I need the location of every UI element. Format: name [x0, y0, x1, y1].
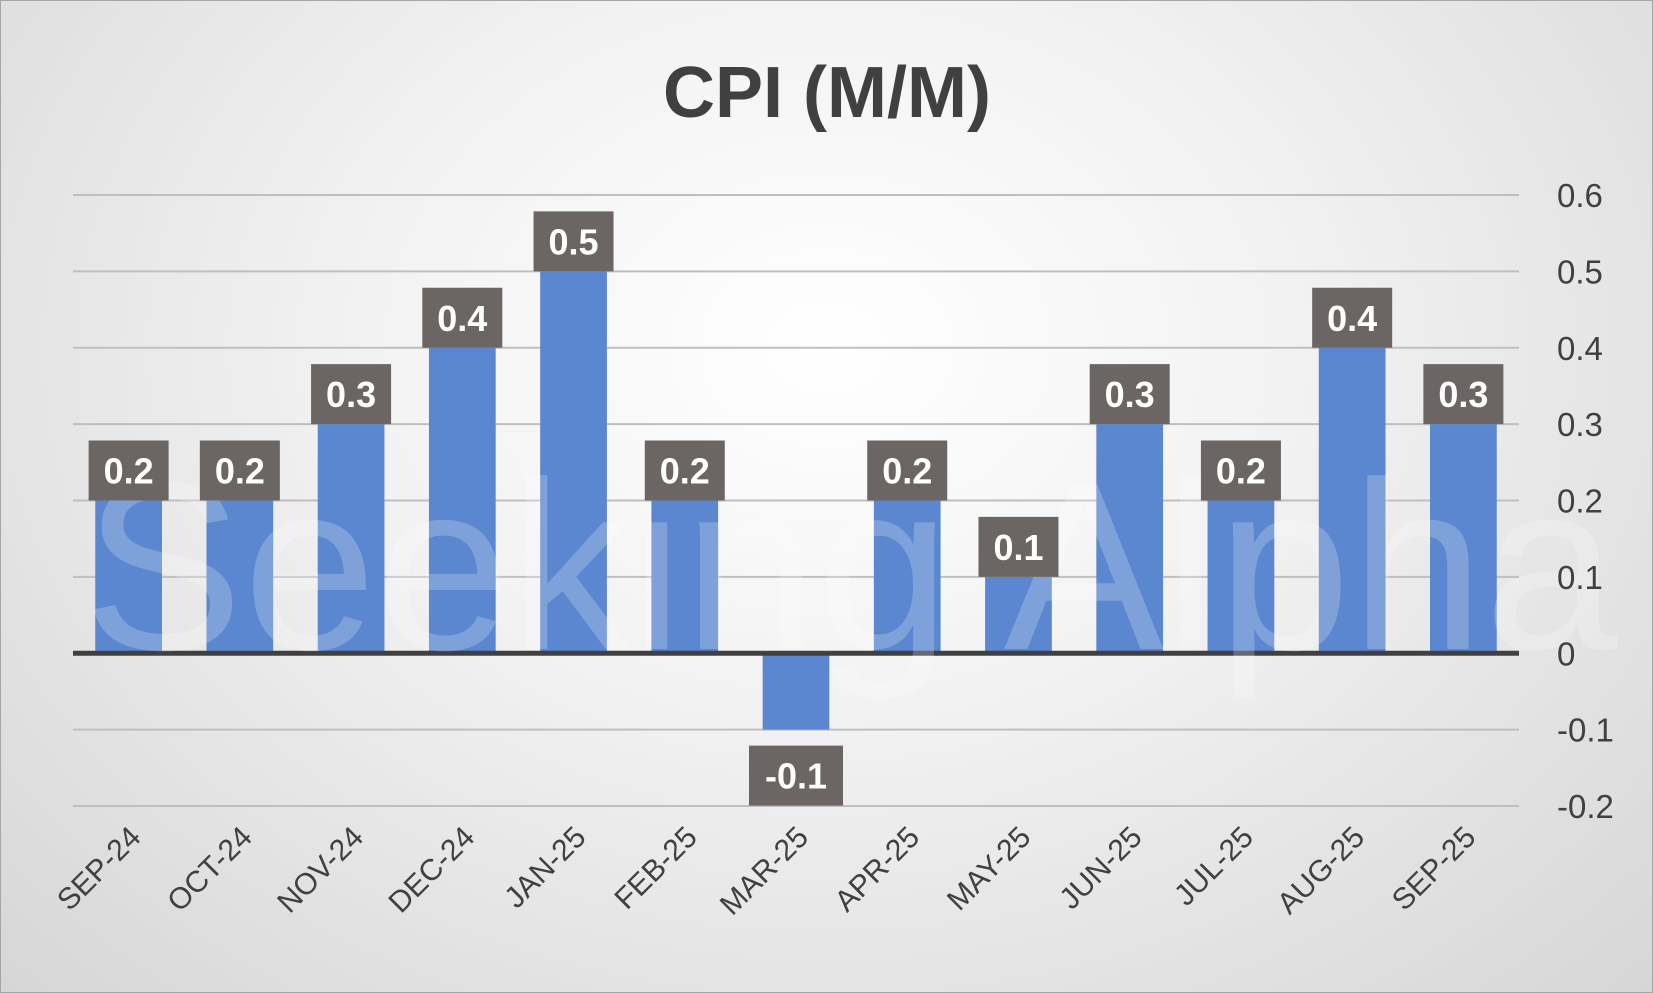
data-label: 0.2 — [104, 451, 154, 492]
data-label: 0.5 — [549, 221, 599, 262]
y-tick-label: 0.3 — [1557, 406, 1603, 443]
data-label-box — [978, 516, 1059, 577]
bar — [1096, 424, 1164, 654]
watermark-text: Seeking Alpha — [83, 432, 1618, 700]
x-tick-label: SEP-24 — [51, 821, 147, 917]
watermark: Seeking Alpha — [83, 432, 1618, 700]
data-label: 0.2 — [882, 451, 932, 492]
data-label-box — [644, 440, 725, 501]
y-tick-label: 0.6 — [1557, 177, 1603, 214]
x-tick-label: MAR-25 — [714, 821, 815, 922]
data-label: 0.4 — [1327, 298, 1377, 339]
data-label-box — [533, 211, 614, 272]
data-label-box — [88, 440, 169, 501]
data-label: 0.2 — [660, 451, 710, 492]
x-tick-label: MAY-25 — [941, 821, 1037, 917]
data-label-box — [749, 745, 843, 806]
data-label: 0.1 — [993, 527, 1043, 568]
data-label-box — [422, 287, 503, 348]
data-label-box — [867, 440, 948, 501]
x-tick-label: JUL-25 — [1168, 821, 1260, 913]
data-label: 0.3 — [326, 374, 376, 415]
data-label-box — [311, 364, 392, 425]
x-tick-label: FEB-25 — [608, 821, 703, 916]
x-tick-label: SEP-25 — [1386, 821, 1482, 917]
x-tick-label: NOV-24 — [271, 821, 370, 920]
bar — [95, 500, 162, 654]
data-label-box — [1312, 287, 1393, 348]
x-axis-categories: SEP-24 OCT-24 NOV-24 DEC-24 JAN-25 FEB-25 MAR-… — [51, 821, 1482, 922]
y-tick-label: 0.5 — [1557, 253, 1603, 290]
y-tick-label: -0.1 — [1557, 712, 1614, 749]
data-label-box — [1423, 364, 1504, 425]
data-label-box — [1089, 364, 1170, 425]
x-tick-label: JUN-25 — [1053, 821, 1148, 916]
bar — [1430, 424, 1497, 654]
data-label-box — [199, 440, 280, 501]
data-label: -0.1 — [765, 756, 827, 797]
bar — [873, 500, 941, 654]
y-axis-ticks: 0.6 0.5 0.4 0.3 0.2 0.1 0 -0.1 -0.2 — [1557, 177, 1614, 825]
x-tick-label: DEC-24 — [382, 821, 481, 920]
y-tick-label: -0.2 — [1557, 788, 1614, 825]
bar — [540, 271, 607, 654]
y-tick-label: 0 — [1557, 635, 1575, 672]
y-tick-label: 0.4 — [1557, 330, 1603, 367]
bar — [985, 576, 1052, 654]
y-tick-label: 0.2 — [1557, 483, 1603, 520]
chart-title: CPI (M/M) — [663, 53, 991, 133]
bar — [651, 500, 719, 654]
bar — [762, 653, 830, 730]
data-label: 0.4 — [437, 298, 487, 339]
bar — [317, 424, 385, 654]
data-label: 0.2 — [1216, 451, 1266, 492]
x-tick-label: APR-25 — [829, 821, 927, 919]
y-tick-label: 0.1 — [1557, 559, 1603, 596]
bar — [428, 347, 496, 654]
x-tick-label: AUG-25 — [1271, 821, 1371, 921]
bars — [95, 271, 1497, 730]
data-label: 0.3 — [1105, 374, 1155, 415]
bar — [1318, 347, 1386, 654]
x-tick-label: OCT-24 — [161, 821, 259, 919]
data-label: 0.3 — [1438, 374, 1488, 415]
data-label: 0.2 — [215, 451, 265, 492]
bar — [206, 500, 274, 654]
data-labels: 0.2 0.2 0.3 0.4 0.5 0.2 -0.1 0.2 0.1 0.3 0.2 0.4 0.3 — [88, 211, 1504, 806]
x-tick-label: JAN-25 — [498, 821, 592, 915]
data-label-box — [1200, 440, 1281, 501]
bar — [1207, 500, 1275, 654]
